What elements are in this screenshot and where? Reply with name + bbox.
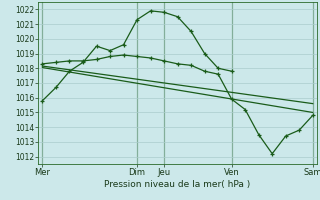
X-axis label: Pression niveau de la mer( hPa ): Pression niveau de la mer( hPa ) [104,180,251,189]
